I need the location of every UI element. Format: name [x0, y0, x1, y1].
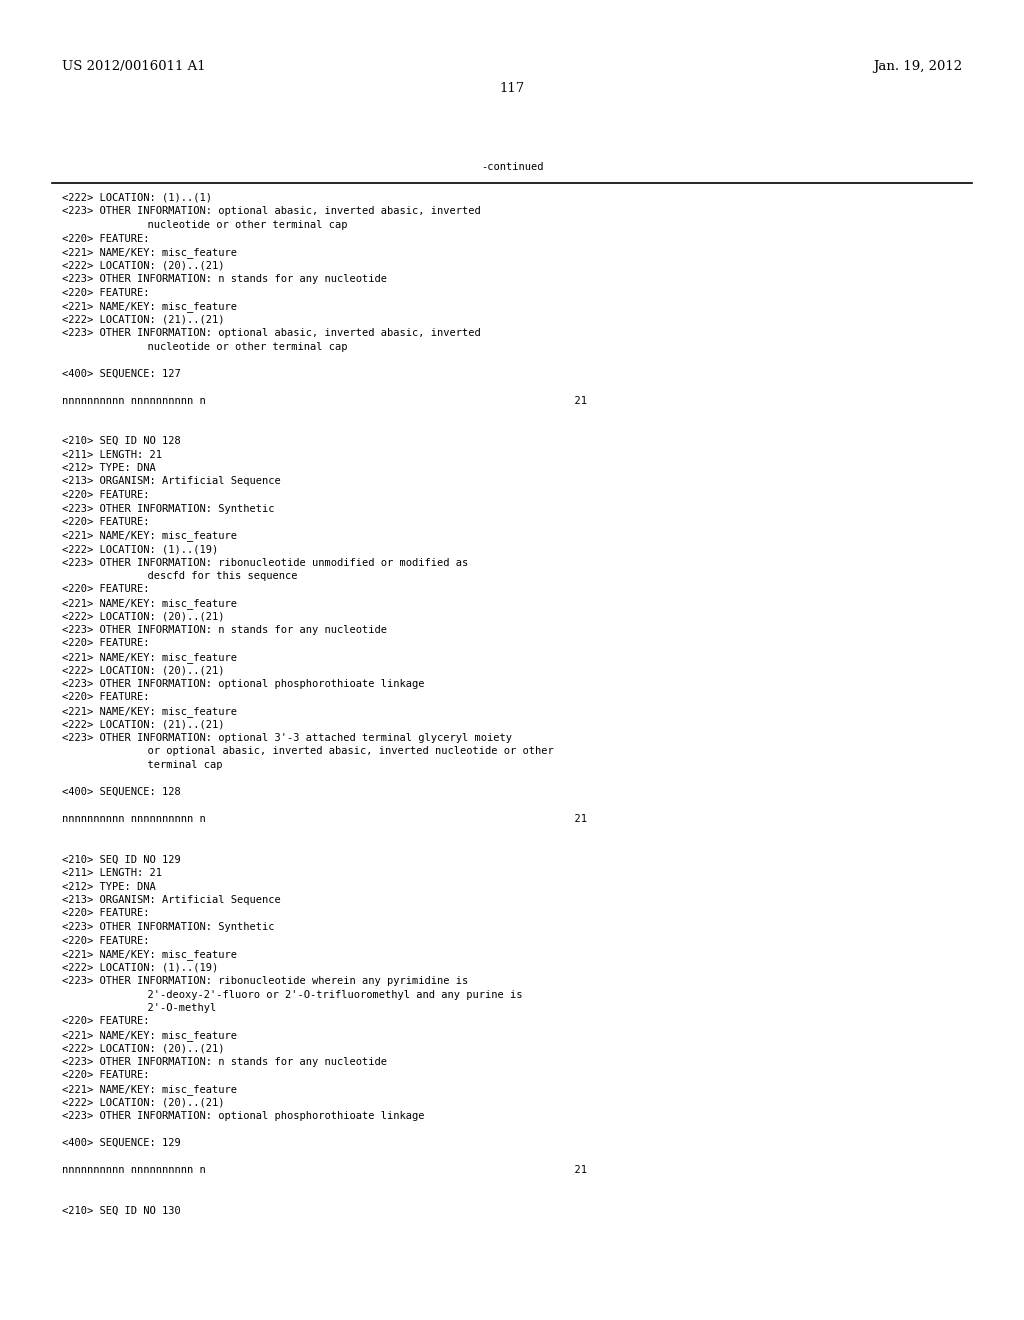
Text: <222> LOCATION: (20)..(21): <222> LOCATION: (20)..(21)	[62, 611, 224, 622]
Text: <223> OTHER INFORMATION: ribonucleotide unmodified or modified as: <223> OTHER INFORMATION: ribonucleotide …	[62, 557, 468, 568]
Text: <223> OTHER INFORMATION: optional phosphorothioate linkage: <223> OTHER INFORMATION: optional phosph…	[62, 1111, 425, 1121]
Text: <211> LENGTH: 21: <211> LENGTH: 21	[62, 450, 162, 459]
Text: <220> FEATURE:: <220> FEATURE:	[62, 1016, 150, 1027]
Text: <400> SEQUENCE: 129: <400> SEQUENCE: 129	[62, 1138, 181, 1148]
Text: <211> LENGTH: 21: <211> LENGTH: 21	[62, 869, 162, 878]
Text: <220> FEATURE:: <220> FEATURE:	[62, 234, 150, 243]
Text: terminal cap: terminal cap	[110, 760, 222, 770]
Text: <223> OTHER INFORMATION: optional abasic, inverted abasic, inverted: <223> OTHER INFORMATION: optional abasic…	[62, 327, 480, 338]
Text: <221> NAME/KEY: misc_feature: <221> NAME/KEY: misc_feature	[62, 1030, 237, 1041]
Text: <223> OTHER INFORMATION: ribonucleotide wherein any pyrimidine is: <223> OTHER INFORMATION: ribonucleotide …	[62, 975, 468, 986]
Text: nucleotide or other terminal cap: nucleotide or other terminal cap	[110, 220, 347, 230]
Text: <223> OTHER INFORMATION: n stands for any nucleotide: <223> OTHER INFORMATION: n stands for an…	[62, 275, 387, 284]
Text: <210> SEQ ID NO 129: <210> SEQ ID NO 129	[62, 854, 181, 865]
Text: <221> NAME/KEY: misc_feature: <221> NAME/KEY: misc_feature	[62, 301, 237, 312]
Text: <220> FEATURE:: <220> FEATURE:	[62, 639, 150, 648]
Text: <221> NAME/KEY: misc_feature: <221> NAME/KEY: misc_feature	[62, 598, 237, 609]
Text: <220> FEATURE:: <220> FEATURE:	[62, 1071, 150, 1081]
Text: <210> SEQ ID NO 130: <210> SEQ ID NO 130	[62, 1205, 181, 1216]
Text: nnnnnnnnnn nnnnnnnnnn n                                                         : nnnnnnnnnn nnnnnnnnnn n	[62, 1166, 587, 1175]
Text: <220> FEATURE:: <220> FEATURE:	[62, 908, 150, 919]
Text: -continued: -continued	[480, 162, 544, 172]
Text: <400> SEQUENCE: 127: <400> SEQUENCE: 127	[62, 368, 181, 379]
Text: <221> NAME/KEY: misc_feature: <221> NAME/KEY: misc_feature	[62, 1084, 237, 1094]
Text: <223> OTHER INFORMATION: n stands for any nucleotide: <223> OTHER INFORMATION: n stands for an…	[62, 1057, 387, 1067]
Text: <223> OTHER INFORMATION: Synthetic: <223> OTHER INFORMATION: Synthetic	[62, 503, 274, 513]
Text: <212> TYPE: DNA: <212> TYPE: DNA	[62, 463, 156, 473]
Text: <212> TYPE: DNA: <212> TYPE: DNA	[62, 882, 156, 891]
Text: 117: 117	[500, 82, 524, 95]
Text: <222> LOCATION: (21)..(21): <222> LOCATION: (21)..(21)	[62, 719, 224, 730]
Text: <213> ORGANISM: Artificial Sequence: <213> ORGANISM: Artificial Sequence	[62, 477, 281, 487]
Text: <221> NAME/KEY: misc_feature: <221> NAME/KEY: misc_feature	[62, 949, 237, 960]
Text: <213> ORGANISM: Artificial Sequence: <213> ORGANISM: Artificial Sequence	[62, 895, 281, 906]
Text: <222> LOCATION: (20)..(21): <222> LOCATION: (20)..(21)	[62, 260, 224, 271]
Text: <220> FEATURE:: <220> FEATURE:	[62, 490, 150, 500]
Text: <220> FEATURE:: <220> FEATURE:	[62, 936, 150, 945]
Text: <221> NAME/KEY: misc_feature: <221> NAME/KEY: misc_feature	[62, 247, 237, 257]
Text: <221> NAME/KEY: misc_feature: <221> NAME/KEY: misc_feature	[62, 652, 237, 663]
Text: <222> LOCATION: (1)..(1): <222> LOCATION: (1)..(1)	[62, 193, 212, 203]
Text: <221> NAME/KEY: misc_feature: <221> NAME/KEY: misc_feature	[62, 706, 237, 717]
Text: <210> SEQ ID NO 128: <210> SEQ ID NO 128	[62, 436, 181, 446]
Text: <223> OTHER INFORMATION: optional phosphorothioate linkage: <223> OTHER INFORMATION: optional phosph…	[62, 678, 425, 689]
Text: <223> OTHER INFORMATION: n stands for any nucleotide: <223> OTHER INFORMATION: n stands for an…	[62, 624, 387, 635]
Text: <220> FEATURE:: <220> FEATURE:	[62, 585, 150, 594]
Text: <220> FEATURE:: <220> FEATURE:	[62, 288, 150, 297]
Text: or optional abasic, inverted abasic, inverted nucleotide or other: or optional abasic, inverted abasic, inv…	[110, 747, 554, 756]
Text: Jan. 19, 2012: Jan. 19, 2012	[872, 59, 962, 73]
Text: <222> LOCATION: (20)..(21): <222> LOCATION: (20)..(21)	[62, 1044, 224, 1053]
Text: <220> FEATURE:: <220> FEATURE:	[62, 517, 150, 527]
Text: <222> LOCATION: (1)..(19): <222> LOCATION: (1)..(19)	[62, 962, 218, 973]
Text: descfd for this sequence: descfd for this sequence	[110, 572, 298, 581]
Text: <223> OTHER INFORMATION: Synthetic: <223> OTHER INFORMATION: Synthetic	[62, 921, 274, 932]
Text: US 2012/0016011 A1: US 2012/0016011 A1	[62, 59, 206, 73]
Text: <222> LOCATION: (21)..(21): <222> LOCATION: (21)..(21)	[62, 314, 224, 325]
Text: <400> SEQUENCE: 128: <400> SEQUENCE: 128	[62, 787, 181, 797]
Text: <220> FEATURE:: <220> FEATURE:	[62, 693, 150, 702]
Text: <222> LOCATION: (20)..(21): <222> LOCATION: (20)..(21)	[62, 665, 224, 676]
Text: nnnnnnnnnn nnnnnnnnnn n                                                         : nnnnnnnnnn nnnnnnnnnn n	[62, 396, 587, 405]
Text: 2'-O-methyl: 2'-O-methyl	[110, 1003, 216, 1012]
Text: nnnnnnnnnn nnnnnnnnnn n                                                         : nnnnnnnnnn nnnnnnnnnn n	[62, 814, 587, 824]
Text: nucleotide or other terminal cap: nucleotide or other terminal cap	[110, 342, 347, 351]
Text: <223> OTHER INFORMATION: optional 3'-3 attached terminal glyceryl moiety: <223> OTHER INFORMATION: optional 3'-3 a…	[62, 733, 512, 743]
Text: <223> OTHER INFORMATION: optional abasic, inverted abasic, inverted: <223> OTHER INFORMATION: optional abasic…	[62, 206, 480, 216]
Text: <221> NAME/KEY: misc_feature: <221> NAME/KEY: misc_feature	[62, 531, 237, 541]
Text: 2'-deoxy-2'-fluoro or 2'-O-trifluoromethyl and any purine is: 2'-deoxy-2'-fluoro or 2'-O-trifluorometh…	[110, 990, 522, 999]
Text: <222> LOCATION: (20)..(21): <222> LOCATION: (20)..(21)	[62, 1097, 224, 1107]
Text: <222> LOCATION: (1)..(19): <222> LOCATION: (1)..(19)	[62, 544, 218, 554]
